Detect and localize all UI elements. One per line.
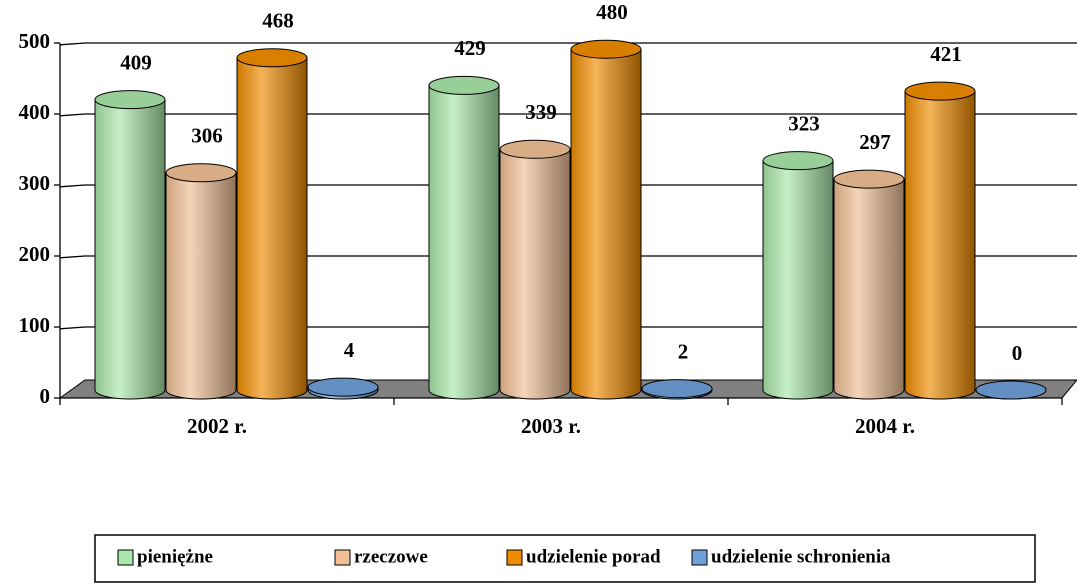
legend-text: pieniężne bbox=[137, 546, 213, 567]
data-label: 0 bbox=[1012, 341, 1023, 365]
cylinder bbox=[428, 84, 500, 400]
cylinder bbox=[236, 57, 308, 400]
data-label: 306 bbox=[191, 124, 223, 148]
y-tick-label: 0 bbox=[40, 384, 51, 408]
cylinder-top bbox=[833, 169, 905, 189]
x-tick-label: 2004 r. bbox=[855, 414, 915, 438]
data-label: 4 bbox=[344, 338, 355, 362]
grid-line bbox=[59, 113, 1077, 117]
cylinder-top bbox=[570, 39, 642, 59]
legend-box bbox=[94, 534, 1036, 583]
y-tick-label: 100 bbox=[19, 313, 51, 337]
data-label: 480 bbox=[596, 0, 628, 24]
x-tick-label: 2003 r. bbox=[521, 414, 581, 438]
cylinder-top bbox=[641, 379, 713, 399]
y-tick-label: 300 bbox=[19, 171, 51, 195]
cylinder-top bbox=[307, 377, 379, 397]
legend-text: rzeczowe bbox=[354, 546, 428, 567]
legend-swatch bbox=[117, 549, 134, 566]
cylinder-top bbox=[499, 139, 571, 159]
cylinder-top bbox=[904, 81, 976, 101]
cylinder bbox=[833, 178, 905, 400]
data-label: 468 bbox=[262, 9, 294, 33]
legend-swatch bbox=[691, 549, 708, 566]
data-label: 2 bbox=[678, 339, 689, 363]
cylinder bbox=[499, 148, 571, 400]
legend-swatch bbox=[334, 549, 351, 566]
cylinder-top bbox=[762, 151, 834, 171]
data-label: 339 bbox=[525, 100, 557, 124]
cylinder-top bbox=[94, 90, 166, 110]
legend-swatch bbox=[506, 549, 523, 566]
grid-line bbox=[59, 326, 1077, 330]
grid-line bbox=[59, 184, 1077, 188]
y-tick-label: 400 bbox=[19, 100, 51, 124]
cylinder bbox=[762, 160, 834, 400]
data-label: 297 bbox=[859, 130, 891, 154]
legend-text: udzielenie schronienia bbox=[711, 546, 891, 567]
cylinder-top bbox=[428, 75, 500, 95]
cylinder bbox=[904, 90, 976, 400]
grid-line bbox=[59, 42, 1077, 46]
cylinder-top bbox=[975, 380, 1047, 400]
cylinder bbox=[94, 99, 166, 400]
data-label: 429 bbox=[454, 36, 486, 60]
cylinder-top bbox=[236, 48, 308, 68]
data-label: 409 bbox=[120, 50, 152, 74]
grid-line bbox=[59, 255, 1077, 259]
legend-text: udzielenie porad bbox=[526, 546, 661, 567]
cylinder-top bbox=[165, 163, 237, 183]
data-label: 323 bbox=[788, 111, 820, 135]
cylinder bbox=[165, 172, 237, 400]
cylinder bbox=[570, 48, 642, 400]
y-tick-label: 500 bbox=[19, 29, 51, 53]
x-tick-label: 2002 r. bbox=[187, 414, 247, 438]
y-tick-label: 200 bbox=[19, 242, 51, 266]
data-label: 421 bbox=[930, 42, 962, 66]
